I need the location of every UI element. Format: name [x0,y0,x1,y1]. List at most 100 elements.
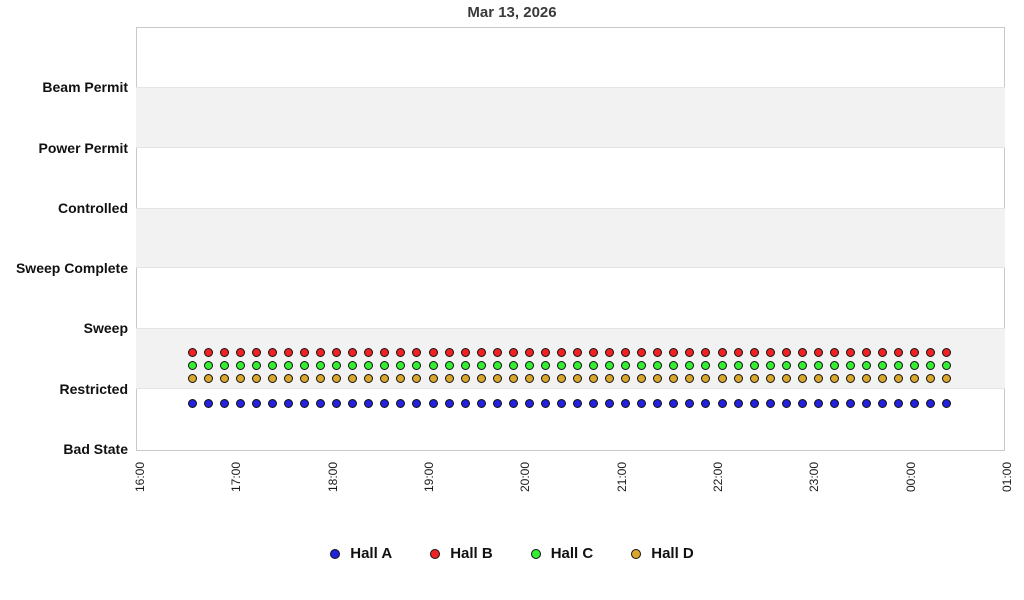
x-axis-label-2300: 23:00 [807,461,822,493]
hall-c-point [845,361,855,371]
hall-d-point [412,373,422,383]
hall-c-point [556,361,566,371]
hall-d-point [845,373,855,383]
hall-a-point [878,398,888,408]
y-axis-label-sweep: Sweep [83,320,128,337]
hall-c-point [412,361,422,371]
hall-b-point [653,348,663,358]
hall-d-point [300,373,310,383]
hall-a-legend-dot-icon [330,548,341,559]
hall-b-point [733,348,743,358]
hall-c-point [862,361,872,371]
hall-b-point [942,348,952,358]
hall-c-point [765,361,775,371]
hall-b-point [316,348,326,358]
hall-c-point [284,361,294,371]
hall-b-point [444,348,454,358]
hall-c-point [476,361,486,371]
hall-d-point [813,373,823,383]
hall-d-point [267,373,277,383]
hall-b-point [524,348,534,358]
hall-c-point [589,361,599,371]
hall-c-point [235,361,245,371]
hall-a-point [380,398,390,408]
hall-b-point [894,348,904,358]
hall-a-point [316,398,326,408]
hall-b-point [862,348,872,358]
y-axis-label-bad-state: Bad State [63,441,128,457]
x-axis-label-1700: 17:00 [229,461,244,493]
hall-a-point [894,398,904,408]
hall-c-point [878,361,888,371]
hall-a-point [508,398,518,408]
hall-a-point [187,398,197,408]
hall-a-point [605,398,615,408]
hall-d-point [284,373,294,383]
hall-b-point [396,348,406,358]
x-axis-label-2000: 20:00 [518,461,533,493]
hall-a-point [749,398,759,408]
hall-a-point [203,398,213,408]
hall-a-point [637,398,647,408]
hall-a-point [524,398,534,408]
y-axis-label-sweep-complete: Sweep Complete [15,260,128,277]
hall-c-point [605,361,615,371]
hall-a-point [428,398,438,408]
hall-d-point [380,373,390,383]
hall-a-point [926,398,936,408]
hall-a-point [219,398,229,408]
hall-a-point [300,398,310,408]
hall-c-point [717,361,727,371]
hall-b-point [878,348,888,358]
hall-a-point [813,398,823,408]
hall-b-point [284,348,294,358]
hall-b-point [300,348,310,358]
hall-c-point [203,361,213,371]
hall-a-point [284,398,294,408]
hall-b-point [926,348,936,358]
hall-c-legend-dot-icon [530,548,541,559]
hall-c-point [669,361,679,371]
hall-b-point [589,348,599,358]
hall-d-point [894,373,904,383]
hall-d-legend-dot-icon [631,548,642,559]
hall-b-point [267,348,277,358]
hall-d-point [749,373,759,383]
legend-label: Hall C [550,545,594,562]
hall-c-point [332,361,342,371]
hall-d-point [460,373,470,383]
hall-a-point [412,398,422,408]
legend: Hall A Hall B Hall C Hall D [0,545,1024,562]
hall-b-point [781,348,791,358]
hall-c-point [492,361,502,371]
hall-a-point [492,398,502,408]
hall-b-point [621,348,631,358]
hall-b-point [332,348,342,358]
hall-a-point [444,398,454,408]
hall-d-point [508,373,518,383]
hall-a-point [267,398,277,408]
hall-c-point [653,361,663,371]
hall-c-point [733,361,743,371]
hall-d-point [219,373,229,383]
hall-a-point [621,398,631,408]
hall-a-point [862,398,872,408]
y-axis-label-restricted: Restricted [59,380,128,397]
hall-b-point [492,348,502,358]
hall-a-point [765,398,775,408]
hall-a-point [348,398,358,408]
hall-d-point [316,373,326,383]
hall-b-point [685,348,695,358]
hall-d-point [669,373,679,383]
hall-b-point [476,348,486,358]
x-axis-label-1900: 19:00 [422,461,436,493]
hall-a-point [540,398,550,408]
hall-d-point [781,373,791,383]
hall-a-point [653,398,663,408]
hall-d-point [829,373,839,383]
hall-c-point [942,361,952,371]
hall-b-point [348,348,358,358]
hall-c-point [187,361,197,371]
hall-c-point [813,361,823,371]
